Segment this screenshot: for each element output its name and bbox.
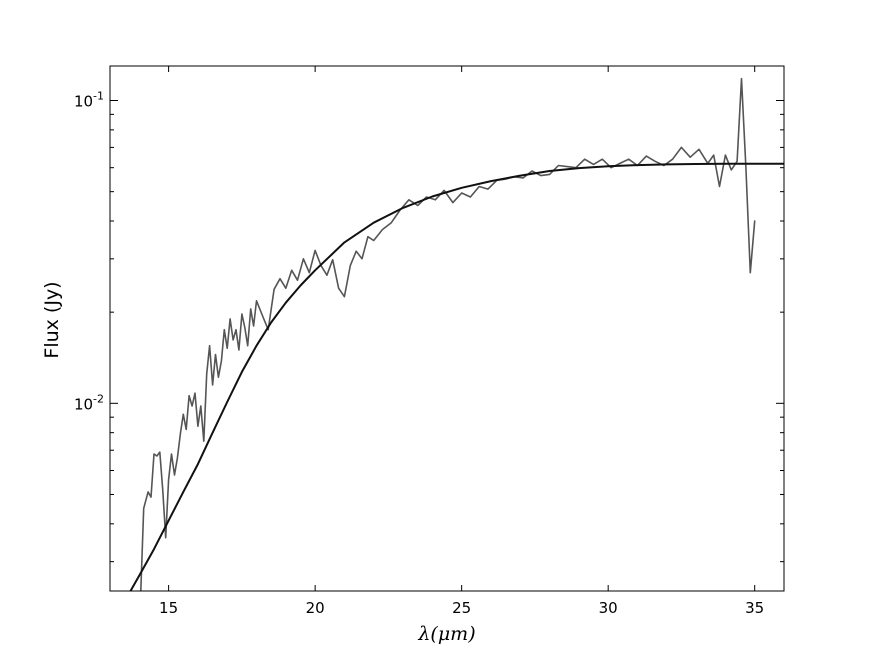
x-tick-label: 20: [306, 599, 325, 617]
series-line-model-fit: [129, 162, 784, 591]
x-tick-label: 15: [159, 599, 178, 617]
plot-frame: [109, 65, 785, 592]
x-axis-label: λ(μm): [417, 623, 475, 645]
x-tick-label: 35: [745, 599, 764, 617]
series-layer: [129, 77, 784, 591]
y-axis-label: Flux (Jy): [41, 281, 63, 358]
x-tick-label: 25: [452, 599, 471, 617]
ticks-layer: 15 20 25 30 35 10-2 10-1: [74, 66, 784, 617]
series-line-noisy-spectrum: [140, 77, 756, 591]
y-tick-label: 10-2: [74, 392, 104, 413]
x-tick-label: 30: [599, 599, 618, 617]
y-tick-label: 10-1: [74, 90, 104, 111]
